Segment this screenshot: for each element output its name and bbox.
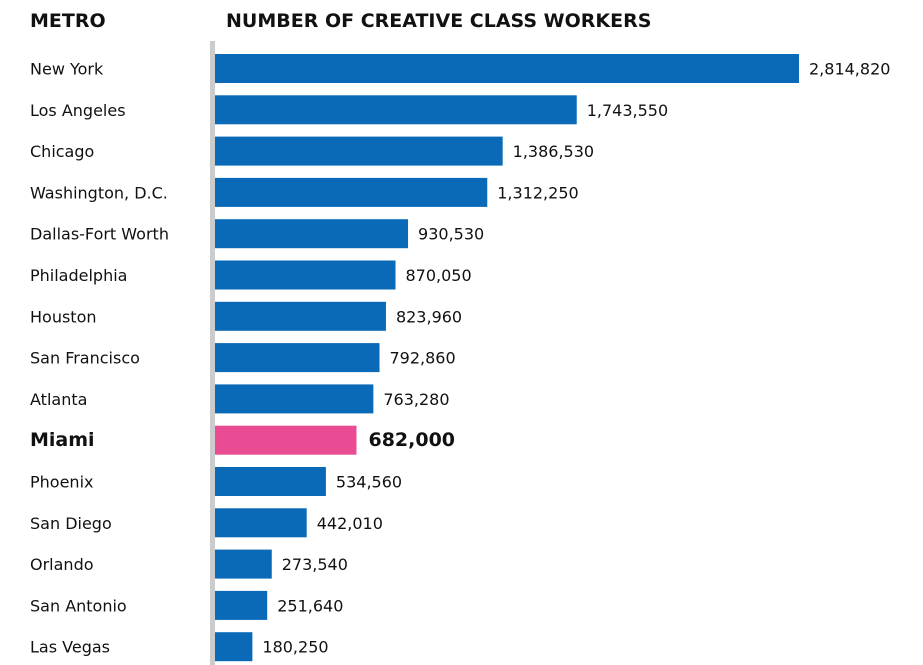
bar [215, 590, 268, 620]
value-label: 1,312,250 [497, 183, 578, 202]
category-label: Miami [30, 429, 95, 451]
value-label: 534,560 [336, 473, 402, 492]
value-label: 870,050 [406, 266, 472, 285]
category-label: San Antonio [30, 596, 127, 615]
value-label: 442,010 [317, 514, 383, 533]
value-label: 2,814,820 [809, 60, 890, 79]
category-label: Orlando [30, 555, 94, 574]
category-label: Philadelphia [30, 266, 127, 285]
value-label: 682,000 [368, 429, 455, 451]
bar [215, 384, 374, 414]
value-label: 792,860 [389, 349, 455, 368]
value-label: 930,530 [418, 225, 484, 244]
category-label: Houston [30, 307, 97, 326]
bar [215, 54, 799, 83]
bar [215, 508, 307, 538]
category-label: New York [30, 60, 104, 79]
bar [215, 467, 326, 496]
bar [215, 177, 488, 207]
bar [215, 301, 386, 331]
category-label: Dallas-Fort Worth [30, 225, 169, 244]
category-label: Los Angeles [30, 101, 126, 120]
metro-column-header: METRO [30, 10, 106, 32]
bar [215, 136, 503, 166]
axis-line [210, 41, 215, 665]
bar [215, 343, 380, 373]
highlight-bar [215, 425, 357, 455]
category-label: San Diego [30, 514, 112, 533]
value-label: 251,640 [277, 596, 343, 615]
category-label: Phoenix [30, 473, 93, 492]
category-label: San Francisco [30, 349, 140, 368]
bar [215, 632, 253, 662]
value-label: 763,280 [383, 390, 449, 409]
value-label: 823,960 [396, 307, 462, 326]
value-label: 273,540 [282, 555, 348, 574]
bar [215, 549, 272, 579]
category-label: Atlanta [30, 390, 87, 409]
value-label: 180,250 [262, 638, 328, 657]
value-label: 1,386,530 [513, 142, 594, 161]
category-label: Chicago [30, 142, 94, 161]
bar [215, 95, 577, 125]
bar [215, 219, 409, 249]
category-label: Washington, D.C. [30, 183, 168, 202]
chart-marks: New York 2,814,820 Los Angeles 1,743,550 Chi… [30, 54, 890, 662]
bar [215, 260, 396, 290]
value-column-header: NUMBER OF CREATIVE CLASS WORKERS [226, 10, 651, 32]
value-label: 1,743,550 [587, 101, 668, 120]
category-label: Las Vegas [30, 638, 110, 657]
